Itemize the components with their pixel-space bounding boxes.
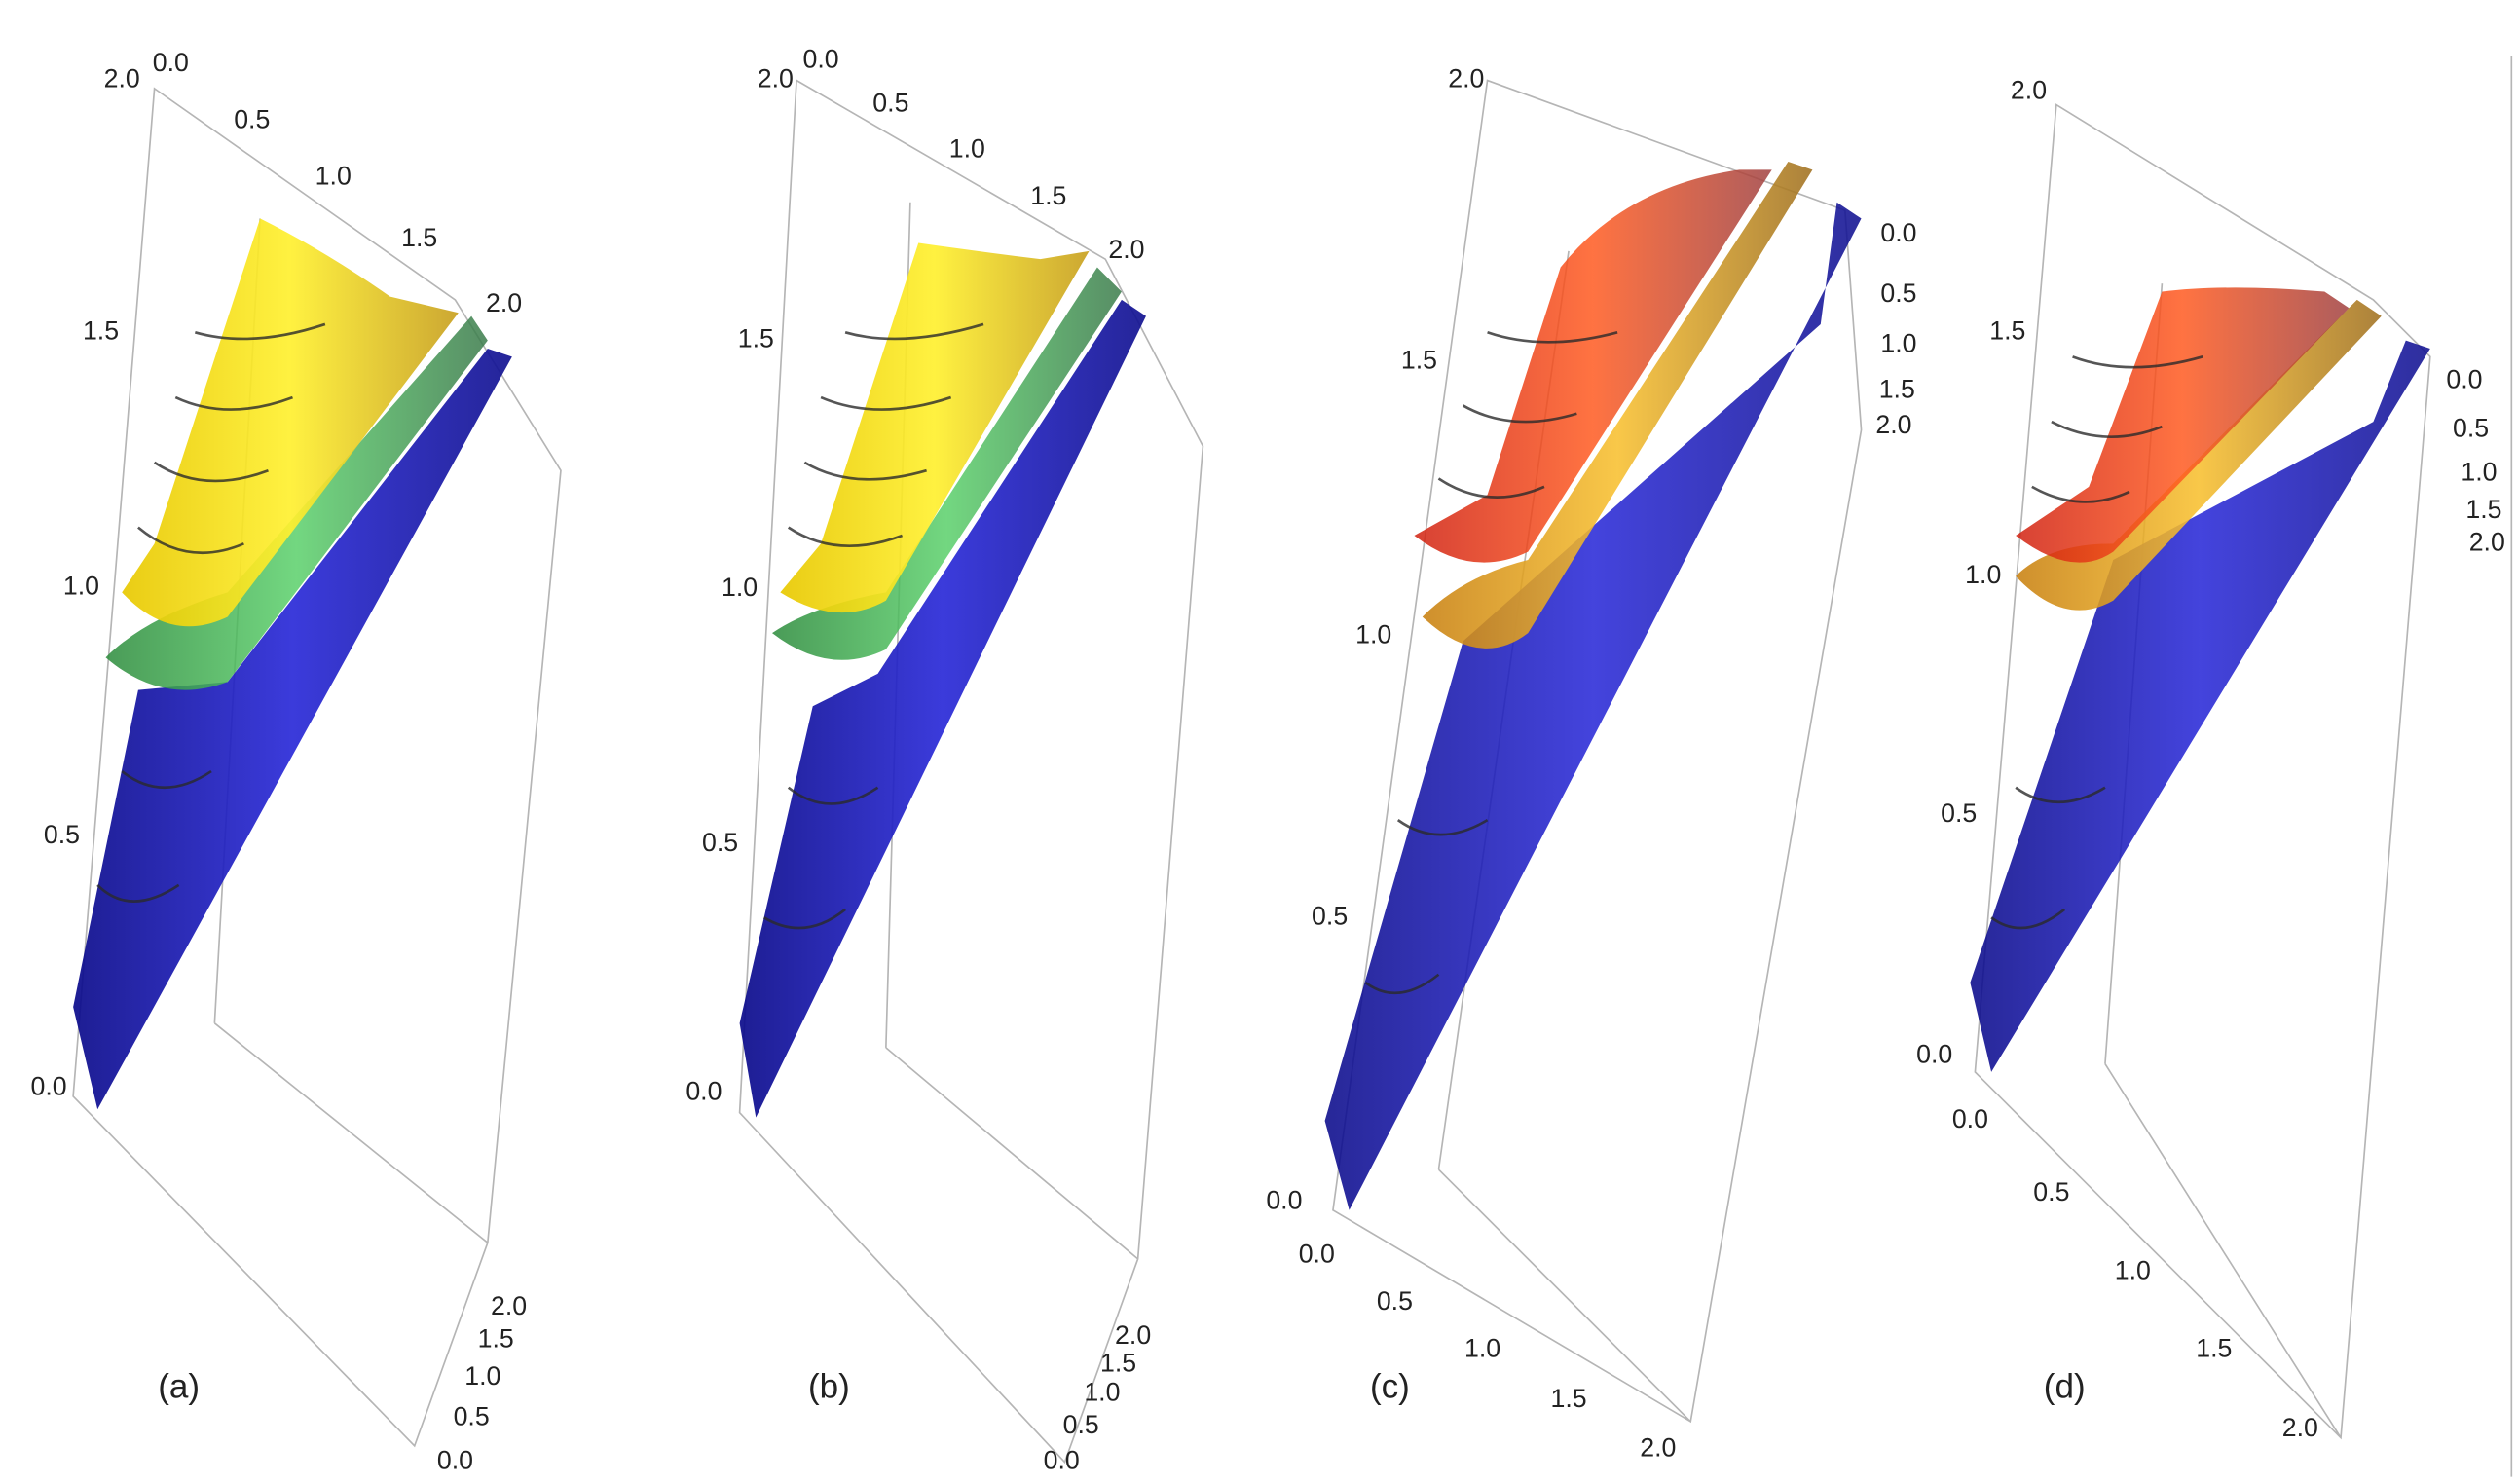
vertical-tick-label: 2.0 [758,64,794,93]
depth-tick-label: 1.5 [2465,495,2501,524]
vertical-tick-label: 0.0 [1266,1186,1302,1215]
width-tick-label: 0.0 [1299,1240,1335,1269]
vertical-tick-label: 1.0 [63,571,99,600]
depth-tick-label: 1.0 [1880,329,1916,358]
depth-tick-label: 2.0 [1108,235,1144,264]
depth-tick-label: 1.5 [1030,181,1066,210]
vertical-tick-label: 1.5 [83,315,119,345]
width-tick-label: 1.5 [1100,1348,1136,1377]
depth-tick-label: 2.0 [2469,527,2505,556]
vertical-tick-label: 1.5 [738,324,774,353]
vertical-tick-label: 2.0 [104,64,140,93]
panel-label: (c) [1370,1368,1410,1406]
vertical-tick-label: 2.0 [1448,64,1484,93]
width-tick-label: 0.5 [454,1402,490,1431]
width-tick-label: 2.0 [1640,1432,1676,1462]
plot-boxes [72,56,2513,1477]
depth-tick-label: 1.5 [401,223,437,252]
depth-tick-label: 1.0 [315,162,352,191]
depth-tick-label: 2.0 [1875,410,1911,439]
width-tick-label: 2.0 [1115,1320,1151,1350]
width-tick-label: 2.0 [491,1291,527,1320]
surface-mesh [96,322,2203,995]
vertical-tick-label: 0.0 [685,1077,722,1106]
vertical-tick-label: 0.0 [31,1072,67,1101]
width-tick-label: 2.0 [2282,1413,2318,1442]
panel-label: (d) [2044,1368,2086,1406]
vertical-tick-label: 1.0 [1965,560,2001,589]
vertical-tick-label: 0.5 [1941,798,1977,828]
panel-label: (b) [808,1368,850,1406]
width-tick-label: 0.0 [1044,1446,1080,1475]
vertical-tick-label: 1.5 [1989,315,2025,345]
vertical-tick-label: 0.5 [44,820,80,849]
depth-tick-label: 0.0 [153,48,189,77]
vertical-tick-label: 1.0 [1355,620,1391,649]
depth-tick-label: 0.0 [803,45,839,74]
width-tick-label: 1.0 [1084,1378,1120,1407]
depth-tick-label: 2.0 [486,288,522,317]
depth-tick-label: 0.0 [2446,364,2482,393]
depth-tick-label: 1.5 [1879,374,1915,403]
width-tick-label: 0.0 [437,1446,473,1475]
width-tick-label: 1.5 [2196,1333,2232,1362]
surfaces [73,162,2430,1210]
width-tick-label: 1.0 [1464,1333,1500,1362]
width-tick-label: 0.5 [1063,1410,1099,1439]
vertical-tick-label: 0.0 [1916,1039,1952,1068]
width-tick-label: 1.0 [2115,1255,2151,1284]
depth-tick-label: 0.5 [1880,278,1916,308]
depth-tick-label: 1.0 [2461,458,2497,487]
width-tick-label: 0.0 [1952,1104,1988,1133]
width-tick-label: 1.0 [464,1361,500,1391]
depth-tick-label: 0.5 [2453,414,2489,443]
panel-label: (a) [158,1368,200,1406]
vertical-tick-label: 1.5 [1401,345,1437,374]
vertical-tick-label: 0.5 [702,828,738,857]
width-tick-label: 0.5 [2033,1177,2069,1206]
vertical-tick-label: 1.0 [722,573,758,602]
width-tick-label: 0.5 [1377,1286,1413,1316]
vertical-tick-label: 2.0 [2011,75,2047,104]
depth-tick-label: 1.0 [949,133,985,163]
width-tick-label: 1.5 [1550,1384,1586,1413]
depth-tick-label: 0.5 [872,89,908,118]
width-tick-label: 1.5 [478,1323,514,1353]
depth-tick-label: 0.5 [234,104,270,133]
depth-tick-label: 0.0 [1880,218,1916,247]
vertical-tick-label: 0.5 [1312,901,1348,930]
